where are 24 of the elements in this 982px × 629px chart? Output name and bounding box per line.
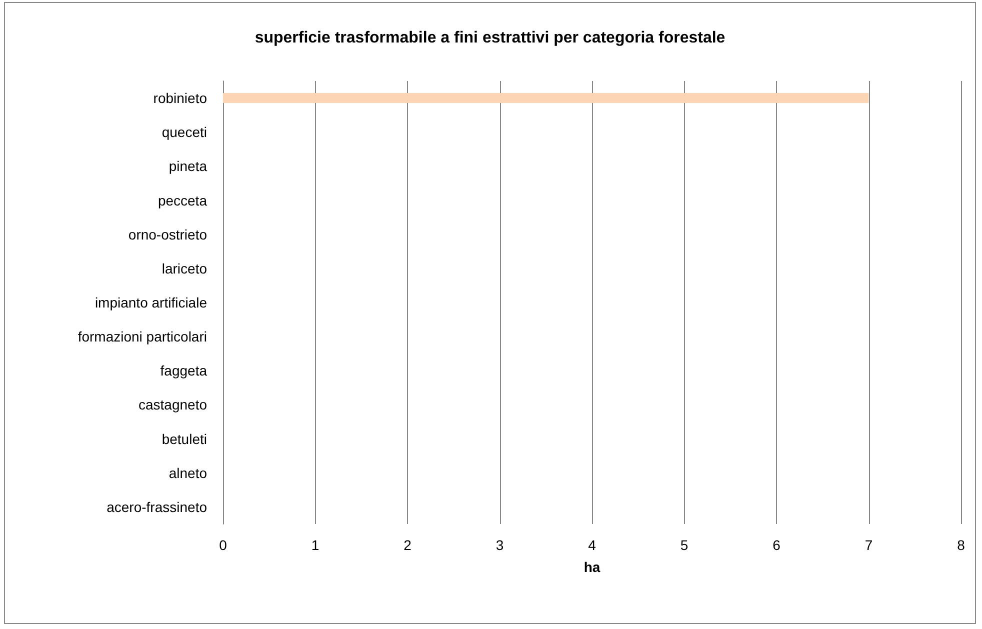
- y-tick-label: castagneto: [138, 396, 208, 413]
- x-tick-label: 8: [957, 537, 966, 553]
- y-tick-label: alneto: [168, 464, 208, 481]
- y-tick-label: queceti: [162, 124, 207, 140]
- x-tick-label: 5: [680, 537, 688, 553]
- y-tick-label: pecceta: [158, 192, 208, 208]
- x-tick-label: 3: [496, 537, 504, 553]
- x-axis-title: ha: [584, 559, 600, 575]
- y-tick-label: impianto artificiale: [94, 294, 208, 310]
- x-tick-label: 1: [311, 537, 320, 553]
- x-tick-label: 6: [772, 537, 781, 553]
- x-tick-label: 2: [404, 537, 412, 553]
- y-tick-label: pineta: [168, 158, 208, 174]
- y-tick-label: robinieto: [153, 90, 208, 106]
- y-tick-label: faggeta: [160, 362, 208, 379]
- y-tick-label: formazioni particolari: [78, 328, 207, 345]
- x-tick-label: 0: [219, 537, 228, 553]
- y-tick-label: lariceto: [162, 260, 208, 276]
- x-tick-label: 7: [864, 537, 873, 553]
- chart-title: superficie trasformabile a fini estrattivi per categoria forestale: [254, 30, 726, 46]
- y-tick-label: acero-frassineto: [106, 498, 208, 515]
- x-tick-label: 4: [588, 537, 596, 553]
- y-tick-label: betuleti: [162, 430, 207, 447]
- y-tick-label: orno-ostrieto: [128, 226, 208, 242]
